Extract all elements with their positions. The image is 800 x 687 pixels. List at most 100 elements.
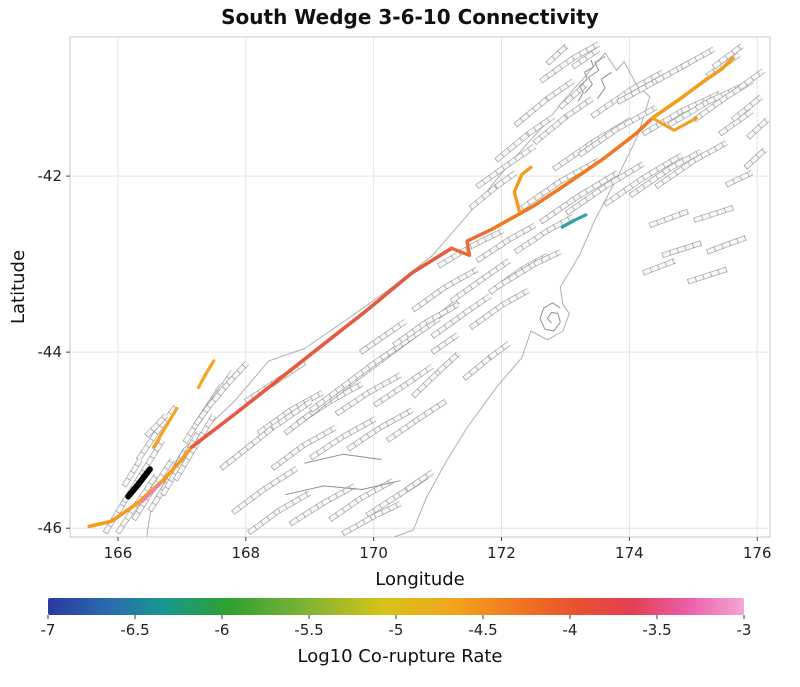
x-axis-ticks: 166 168 170 172 174 176 (104, 537, 772, 562)
y-tick-label: -46 (38, 519, 63, 537)
fault-trace-rungs (231, 468, 294, 515)
rupture-trace-kaikoura-branch (650, 116, 698, 132)
fault-trace-rungs (437, 229, 502, 269)
fault-trace-rungs (475, 225, 532, 264)
rupture-trace-black-segment (125, 466, 153, 500)
fault-trace-fill (680, 47, 715, 69)
fault-trace-thin (577, 59, 595, 102)
fault-trace-rungs (405, 473, 429, 492)
fault-trace-fill (642, 258, 677, 275)
colorbar-gradient (48, 598, 744, 615)
colorbar-tick-label: -5 (389, 621, 404, 639)
fault-trace-rungs (545, 44, 568, 66)
fault-trace-fill (661, 241, 702, 258)
fault-trace-thin (285, 480, 401, 496)
fault-trace-fill (687, 267, 728, 284)
fault-trace-fill (706, 235, 747, 254)
rupture-trace-alpine-south (87, 445, 194, 529)
fault-trace-rungs (430, 336, 455, 355)
fault-trace-rungs (385, 398, 447, 443)
fault-trace-rungs (520, 159, 598, 211)
fault-trace-rungs (590, 71, 661, 119)
fault-trace-rungs (558, 83, 587, 110)
fault-trace-fill (546, 44, 569, 65)
fault-trace-rungs (341, 502, 399, 536)
fault-trace-rungs (705, 55, 736, 79)
fault-trace-rungs (373, 367, 429, 408)
fault-trace-thin (539, 302, 561, 332)
colorbar-tick-label: -6 (215, 621, 230, 639)
fault-trace-rungs (309, 319, 437, 413)
fault-trace-rungs (532, 100, 589, 145)
fault-trace-rungs (219, 402, 308, 471)
x-tick-label: 168 (231, 544, 260, 562)
fault-trace-rungs (628, 151, 699, 198)
fault-trace-rungs (494, 117, 551, 163)
fault-trace-rungs (577, 106, 655, 158)
rupture-trace-sw-branch-b (196, 359, 216, 389)
fault-trace-rungs (411, 269, 475, 313)
fault-trace-rungs (206, 363, 247, 409)
fault-trace-rungs (730, 97, 760, 123)
fault-trace-rungs (468, 290, 526, 330)
fault-trace-rungs (737, 71, 761, 91)
colorbar-tick-label: -4 (563, 621, 578, 639)
rupture-trace-top-right-orange (650, 56, 735, 120)
rupture-trace-north-hook (512, 165, 533, 213)
y-tick-label: -44 (38, 343, 63, 361)
fault-trace-thin (596, 71, 612, 99)
fault-trace-fill (649, 209, 689, 228)
fault-trace-rungs (743, 148, 766, 170)
fault-trace-fill (718, 109, 754, 136)
y-axis-label: Latitude (8, 250, 29, 324)
figure-title: South Wedge 3-6-10 Connectivity (221, 5, 599, 29)
rupture-trace-junction-jog (449, 227, 495, 257)
fault-trace-rungs (468, 174, 512, 211)
fault-trace-thin (584, 55, 606, 94)
fault-trace-fill (431, 332, 460, 354)
fault-trace-fill (731, 95, 763, 122)
fault-trace-rungs (309, 418, 373, 461)
fault-trace-rungs (288, 485, 353, 527)
fault-trace-fill (571, 47, 600, 69)
fault-trace-rungs (725, 171, 750, 188)
rupture-trace-teal-segment (560, 213, 588, 229)
fault-trace-rungs (539, 44, 596, 84)
fault-trace-rungs (642, 258, 675, 276)
fault-trace-rungs (680, 48, 712, 70)
fault-trace-thin (304, 453, 382, 464)
x-axis-label: Longitude (375, 569, 465, 590)
plot-area (69, 36, 771, 538)
x-tick-label: 170 (359, 544, 388, 562)
fault-trace-rungs (513, 82, 570, 128)
colorbar-tick-label: -5.5 (294, 621, 323, 639)
colorbar-tick-label: -3.5 (642, 621, 671, 639)
fault-trace-rungs (706, 235, 747, 255)
fault-trace-rungs (616, 63, 686, 105)
fault-trace-rungs (661, 240, 702, 259)
fault-trace-rungs (247, 492, 309, 536)
fault-trace-rungs (513, 216, 571, 255)
fault-trace-rungs (449, 262, 506, 304)
colorbar-tick-label: -4.5 (468, 621, 497, 639)
colorbar-tick-labels: -7 -6.5 -6 -5.5 -5 -4.5 -4 -3.5 -3 (41, 615, 751, 639)
rupture-trace-alpine-central (189, 246, 454, 449)
fault-trace-rungs (121, 463, 140, 488)
fault-trace-rungs (462, 345, 505, 381)
y-tick-label: -42 (38, 167, 63, 185)
fault-trace-rungs (746, 118, 769, 140)
fault-trace-fill (744, 148, 767, 169)
fault-trace-rungs (693, 205, 734, 223)
fault-trace-rungs (328, 480, 391, 522)
fault-trace-rungs (539, 172, 616, 225)
fault-trace-fill (712, 44, 744, 69)
fault-trace-rungs (411, 353, 459, 399)
fault-trace-rungs (270, 427, 334, 471)
fault-trace-rungs (571, 50, 595, 70)
fault-trace-rungs (430, 297, 487, 339)
fault-trace-rungs (648, 208, 689, 229)
rupture-traces-layer (87, 56, 735, 529)
fault-trace-fill (558, 83, 588, 109)
